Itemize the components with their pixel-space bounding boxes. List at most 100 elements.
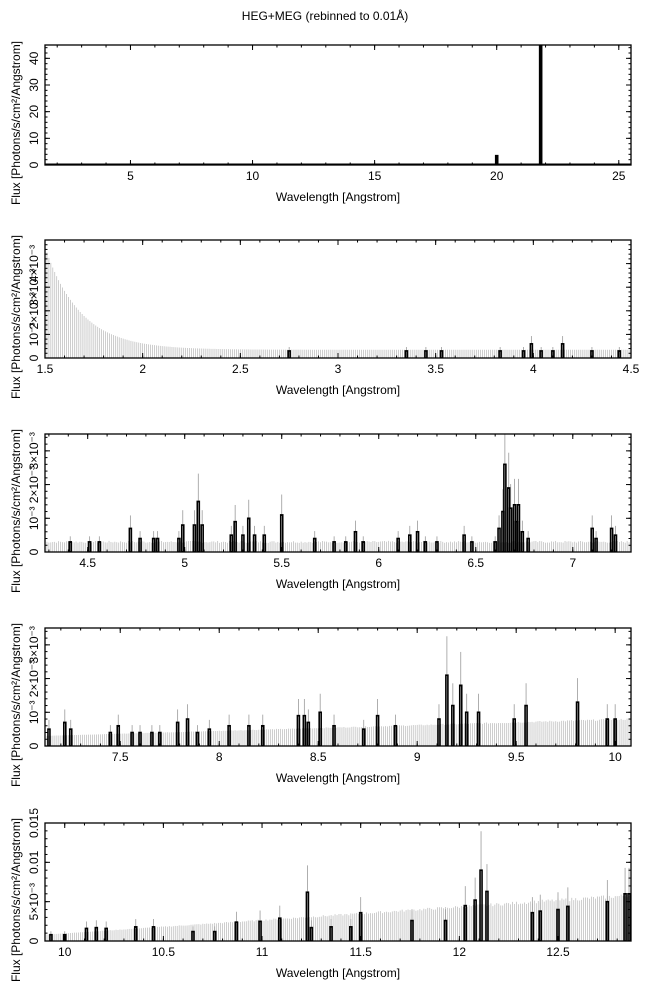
spectrum-bin xyxy=(305,891,310,941)
spectrum-bin xyxy=(306,721,311,746)
x-tick-label: 2 xyxy=(139,362,146,376)
spectrum-bin xyxy=(207,728,212,746)
axes-frame xyxy=(44,239,632,359)
y-tick-label: 4×10⁻³ xyxy=(27,245,41,282)
spectrum-bin xyxy=(128,527,133,552)
y-tick-label: 20 xyxy=(27,105,41,119)
x-tick-label: 1.5 xyxy=(37,362,54,376)
spectrum-bin xyxy=(498,350,502,358)
y-tick-label: 5×10⁻³ xyxy=(27,883,41,920)
y-axis-label: Flux [Photons/s/cm²/Angstrom] xyxy=(9,41,23,205)
x-tick-label: 3 xyxy=(335,362,342,376)
spectrum-bin xyxy=(497,527,501,552)
x-tick-label: 15 xyxy=(368,169,382,183)
panel-5: 10 10.5 11 11.5 12 12.5 0 5×10⁻³ 0.01 0.015 Wavele… xyxy=(9,808,632,982)
spectrum-bin xyxy=(97,541,102,552)
plot-area xyxy=(45,434,631,552)
spectrum-bin xyxy=(361,728,366,746)
spectrum-bin xyxy=(493,541,497,552)
spectrum-bin xyxy=(479,869,483,941)
spectrum-bin xyxy=(503,463,507,552)
spectrum-bin xyxy=(590,527,594,552)
y-tick-label: 3×10⁻³ xyxy=(27,269,41,306)
x-tick-label: 5 xyxy=(127,169,134,183)
spectrum-bin xyxy=(575,701,580,746)
spectrum-bin xyxy=(151,926,156,941)
y-axis-label: Flux [Photons/s/cm²/Angstrom] xyxy=(9,623,23,787)
spectrum-bin xyxy=(229,534,234,552)
plot-area xyxy=(45,45,631,165)
spectrum-bin xyxy=(68,728,73,746)
x-tick-label: 6 xyxy=(375,556,382,570)
x-tick-label: 4 xyxy=(530,362,537,376)
spectrum-bin xyxy=(462,534,466,552)
x-tick-label: 12 xyxy=(453,945,467,959)
spectrum-bin xyxy=(329,926,333,941)
panel-4: 7.5 8 8.5 9 9.5 10 0 10⁻³ 2×10⁻³3×10⁻³ Wavelength… xyxy=(9,623,632,787)
spectrum-bin xyxy=(404,350,409,358)
x-tick-label: 10 xyxy=(58,945,72,959)
spectrum-bin xyxy=(296,714,301,746)
x-tick-label: 11 xyxy=(256,945,269,959)
plot-area xyxy=(45,247,631,358)
x-tick-label: 12.5 xyxy=(546,945,570,959)
spectrum-bin xyxy=(349,926,353,941)
spectrum-bin xyxy=(87,541,92,552)
y-axis-label: Flux [Photons/s/cm²/Angstrom] xyxy=(9,818,23,982)
x-tick-label: 11.5 xyxy=(349,945,372,959)
spectrum-bin xyxy=(279,514,284,552)
spectrum-bin xyxy=(361,541,366,552)
spectrum-bin xyxy=(424,350,428,358)
spectrum-bin xyxy=(62,721,67,746)
axes-frame xyxy=(44,433,632,553)
panel-2: 1.5 2 2.5 3 3.5 4 4.5 0 10⁻³2×10⁻³3×10⁻³4×10⁻³ Wa… xyxy=(9,235,640,399)
x-tick-label: 7 xyxy=(569,556,576,570)
y-tick-label: 0.01 xyxy=(27,850,41,874)
spectrum-bin xyxy=(302,714,307,746)
spectrum-bin xyxy=(538,910,543,941)
y-tick-label: 40 xyxy=(27,51,41,65)
y-tick-label: 0 xyxy=(27,937,41,944)
axes-frame xyxy=(44,44,632,166)
x-tick-label: 8.5 xyxy=(310,750,327,764)
x-tick-label: 8 xyxy=(216,750,223,764)
spectrum-bin xyxy=(521,350,526,358)
plot-area xyxy=(45,831,631,941)
x-tick-label: 10 xyxy=(246,169,260,183)
plot-area xyxy=(45,636,631,746)
spectrum-bin xyxy=(407,534,412,552)
x-tick-label: 4.5 xyxy=(623,362,640,376)
y-tick-label: 10⁻³ xyxy=(27,506,41,530)
x-tick-label: 6.5 xyxy=(467,556,484,570)
spectrum-bin xyxy=(332,541,336,552)
spectrum-bin xyxy=(241,534,245,552)
x-axis-label: Wavelength [Angstrom] xyxy=(276,577,400,591)
y-tick-label: 10 xyxy=(27,131,41,145)
x-tick-label: 4.5 xyxy=(79,556,96,570)
spectrum-bin xyxy=(551,350,555,358)
spectrum-bin xyxy=(410,919,414,941)
y-tick-label: 10⁻³ xyxy=(27,700,41,724)
y-tick-label: 2×10⁻³ xyxy=(27,466,41,503)
spectrum-bin xyxy=(133,926,138,941)
panel-3: 4.5 5 5.5 6 6.5 7 0 10⁻³ 2×10⁻³3×10⁻³ Wavelength … xyxy=(9,429,632,593)
x-tick-label: 9.5 xyxy=(508,750,525,764)
spectrum-bin xyxy=(423,541,428,552)
spectrum-bin xyxy=(445,674,449,746)
spectrum-bin xyxy=(590,350,594,358)
x-tick-label: 5.5 xyxy=(273,556,290,570)
spectrum-bin xyxy=(287,350,291,358)
y-tick-label: 30 xyxy=(27,78,41,92)
x-axis-label: Wavelength [Angstrom] xyxy=(276,383,400,397)
y-tick-label: 10⁻³ xyxy=(27,323,41,347)
spectrum-bin xyxy=(443,919,448,941)
y-axis-label: Flux [Photons/s/cm²/Angstrom] xyxy=(9,429,23,593)
y-tick-label: 0.015 xyxy=(27,808,41,838)
x-axis-label: Wavelength [Angstrom] xyxy=(276,771,400,785)
spectrum-bin xyxy=(435,541,439,552)
y-tick-label: 0 xyxy=(27,742,41,749)
x-tick-label: 10 xyxy=(608,750,622,764)
x-tick-label: 5 xyxy=(181,556,188,570)
y-tick-label: 3×10⁻³ xyxy=(27,626,41,663)
